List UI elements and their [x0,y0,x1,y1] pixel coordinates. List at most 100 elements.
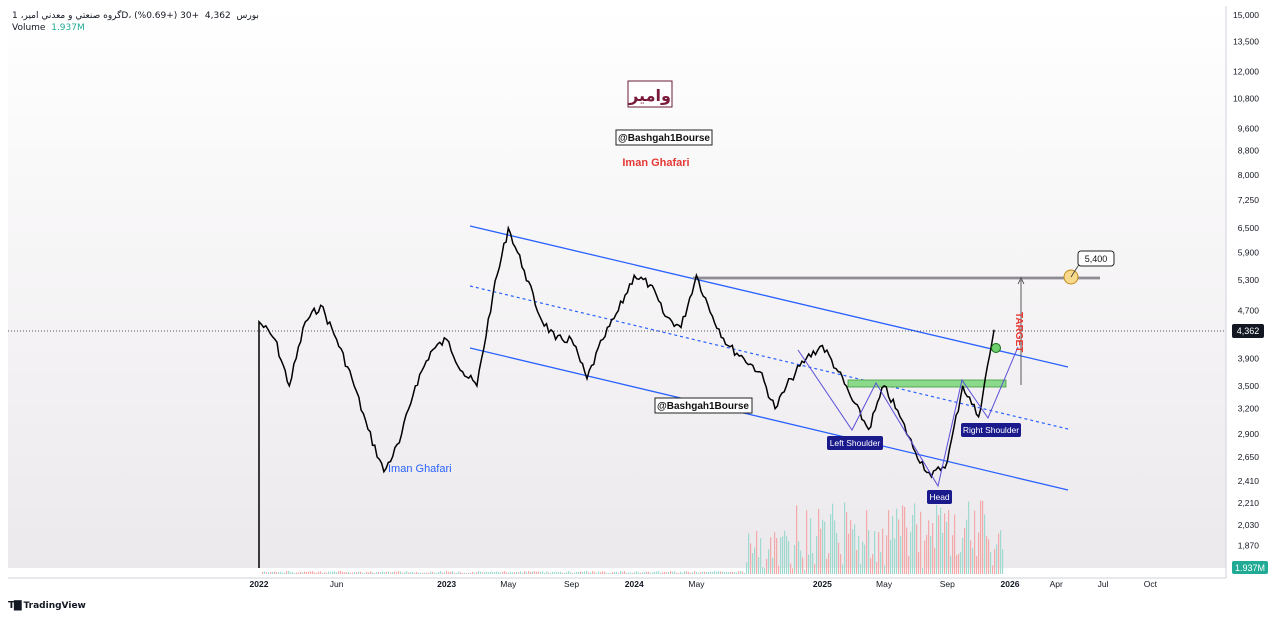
channel-upper-line[interactable] [469,225,1069,368]
volume-bar [400,571,402,574]
price-axis[interactable]: 15,000 13,500 12,000 10,800 9,600 8,800 8,000 7… [1233,10,1259,551]
tradingview-branding[interactable]: 𝗧▇ TradingView [8,600,86,611]
volume-bar [682,572,684,574]
volume-bar [640,572,642,574]
volume-bar [422,572,424,574]
time-tick-label: 2025 [813,579,832,589]
price-line[interactable] [258,225,995,568]
volume-bar [374,572,376,574]
channel-midline[interactable] [469,285,1069,430]
volume-bar [964,527,966,574]
volume-bar [814,563,816,574]
volume-bar [946,521,948,574]
volume-bar [764,568,766,574]
volume-bar [742,571,744,574]
volume-bar [550,572,552,574]
volume-bar [804,569,806,574]
volume-bar [982,500,984,574]
volume-bar [896,508,898,574]
tradingview-text: TradingView [23,601,86,611]
volume-bar [870,558,872,574]
neckline-zone[interactable] [847,379,1007,388]
volume-bar [542,571,544,574]
volume-bar [706,572,708,574]
volume-bar [564,572,566,574]
volume-bar [760,538,762,574]
volume-bar [534,571,536,574]
volume-bar [816,536,818,574]
volume-bar [962,537,964,574]
volume-bar [294,572,296,574]
volume-bar [996,544,998,574]
price-tick-label: 3,200 [1238,404,1260,414]
volume-bar [612,572,614,574]
volume-bar [338,571,340,574]
breakout-marker[interactable] [991,343,1001,353]
time-tick-label: May [876,579,893,589]
volume-bar [660,572,662,574]
left-shoulder-badge [827,436,883,450]
volume-bar [812,552,814,574]
plot-area [8,6,1226,568]
volume-bar [726,571,728,574]
volume-bar [876,562,878,574]
volume-bar [446,571,448,574]
volume-bar [888,510,890,574]
volume-bar [924,540,926,574]
time-tick-label: Apr [1050,579,1063,589]
volume-bar [368,572,370,574]
author-top: Iman Ghafari [622,157,689,169]
volume-bar [818,508,820,574]
volume-bar [674,571,676,574]
price-tick-label: 3,900 [1238,353,1260,363]
price-tick-label: 5,300 [1238,275,1260,285]
symbol-header[interactable]: گروه صنعتي و معدني امير، 1D، بورس 4,362 … [12,10,259,34]
volume-bar [556,572,558,574]
target-callout[interactable] [1077,250,1115,267]
volume-bar [470,572,472,574]
channel-lower-line[interactable] [469,347,1069,491]
volume-bar [274,571,276,574]
volume-bar [758,557,760,574]
volume-bar [532,571,534,574]
price-tick-label: 3,500 [1238,381,1260,391]
volume-bar [938,515,940,574]
right-shoulder-badge [961,423,1021,437]
time-axis[interactable]: 2022 Jun 2023 May Sep 2024 May 2025 May Sep 2026 Ap… [250,579,1158,589]
handle-top: @Bashgah1Bourse [618,133,710,144]
volume-bar [366,571,368,574]
volume-bar [596,572,598,574]
price-tick-label: 2,210 [1238,498,1260,508]
volume-bar [848,533,850,574]
volume-bar [468,572,470,574]
volume-bar [696,571,698,574]
price-tick-label: 10,800 [1233,94,1259,104]
volume-bar [492,572,494,574]
volume-bar [628,572,630,574]
volume-bar [926,534,928,574]
price-tick-label: 2,900 [1238,429,1260,439]
volume-bar [448,571,450,574]
volume-bar [786,535,788,574]
time-tick-label: 2024 [625,579,644,589]
volume-bar [530,571,532,574]
volume-bar [878,531,880,574]
volume-bar [704,571,706,574]
last-price: 4,362 [204,11,231,21]
volume-bar [442,572,444,574]
handle-mid: @Bashgah1Bourse [657,401,749,412]
volume-bar [974,510,976,574]
volume-bar [920,511,922,574]
volume-bar [476,572,478,574]
volume-bar [892,516,894,574]
symbol-name[interactable]: گروه صنعتي و معدني امير، 1D، بورس [12,11,259,21]
volume-bar [776,537,778,574]
volume-bar [738,571,740,574]
volume-bar [348,572,350,574]
volume-bar [808,554,810,574]
volume-bar [712,571,714,574]
volume-bar [352,572,354,574]
volume-bar [802,557,804,574]
volume-bar [618,572,620,574]
